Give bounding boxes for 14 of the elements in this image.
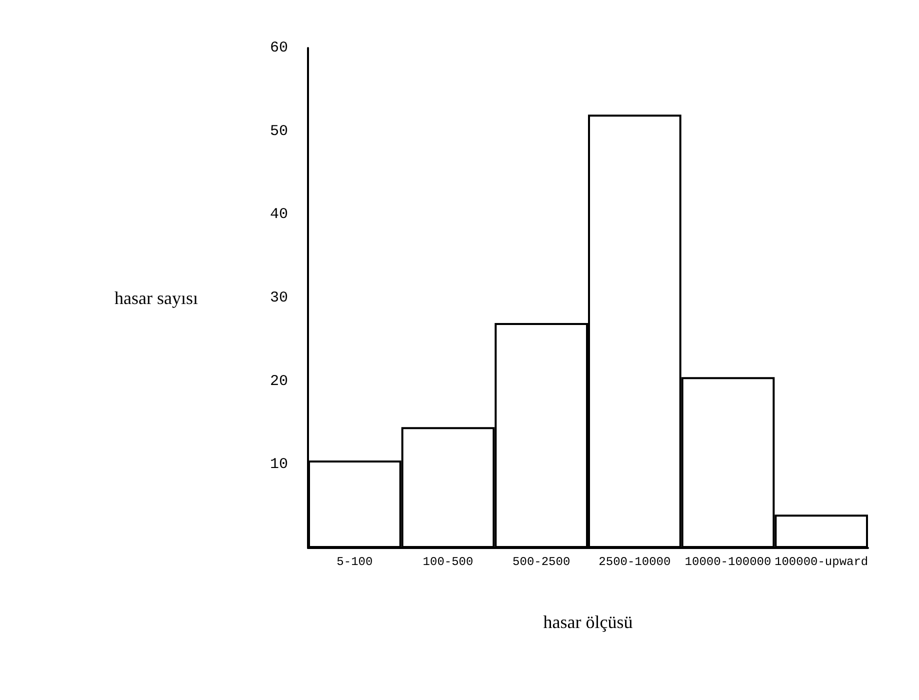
y-tick-label: 20 bbox=[270, 372, 288, 390]
x-tick-label: 10000-100000 bbox=[684, 555, 772, 569]
y-tick-label: 60 bbox=[270, 40, 288, 56]
x-tick-label: 100-500 bbox=[422, 555, 474, 569]
y-tick-label: 50 bbox=[270, 122, 288, 140]
y-tick-label: 10 bbox=[270, 456, 288, 474]
x-tick-label: 2500-10000 bbox=[598, 555, 671, 569]
y-tick-label: 40 bbox=[270, 206, 288, 224]
y-axis-title: hasar sayısı bbox=[114, 288, 198, 308]
x-axis-title: hasar ölçüsü bbox=[543, 612, 633, 632]
x-tick-label: 100000-upward bbox=[774, 555, 868, 569]
x-tick-label: 500-2500 bbox=[512, 555, 570, 569]
x-tick-label: 5-100 bbox=[336, 555, 373, 569]
y-tick-label: 30 bbox=[270, 290, 288, 306]
